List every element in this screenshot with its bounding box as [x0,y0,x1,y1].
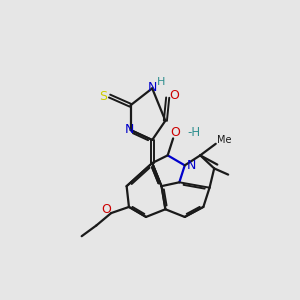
Text: O: O [101,203,111,216]
Text: H: H [157,77,166,87]
Text: S: S [99,90,107,103]
Text: N: N [148,81,157,94]
Text: -H: -H [187,126,200,139]
Text: O: O [170,126,180,139]
Text: N: N [186,159,196,172]
Text: O: O [170,89,180,102]
Text: Me: Me [217,135,232,145]
Text: N: N [124,123,134,136]
